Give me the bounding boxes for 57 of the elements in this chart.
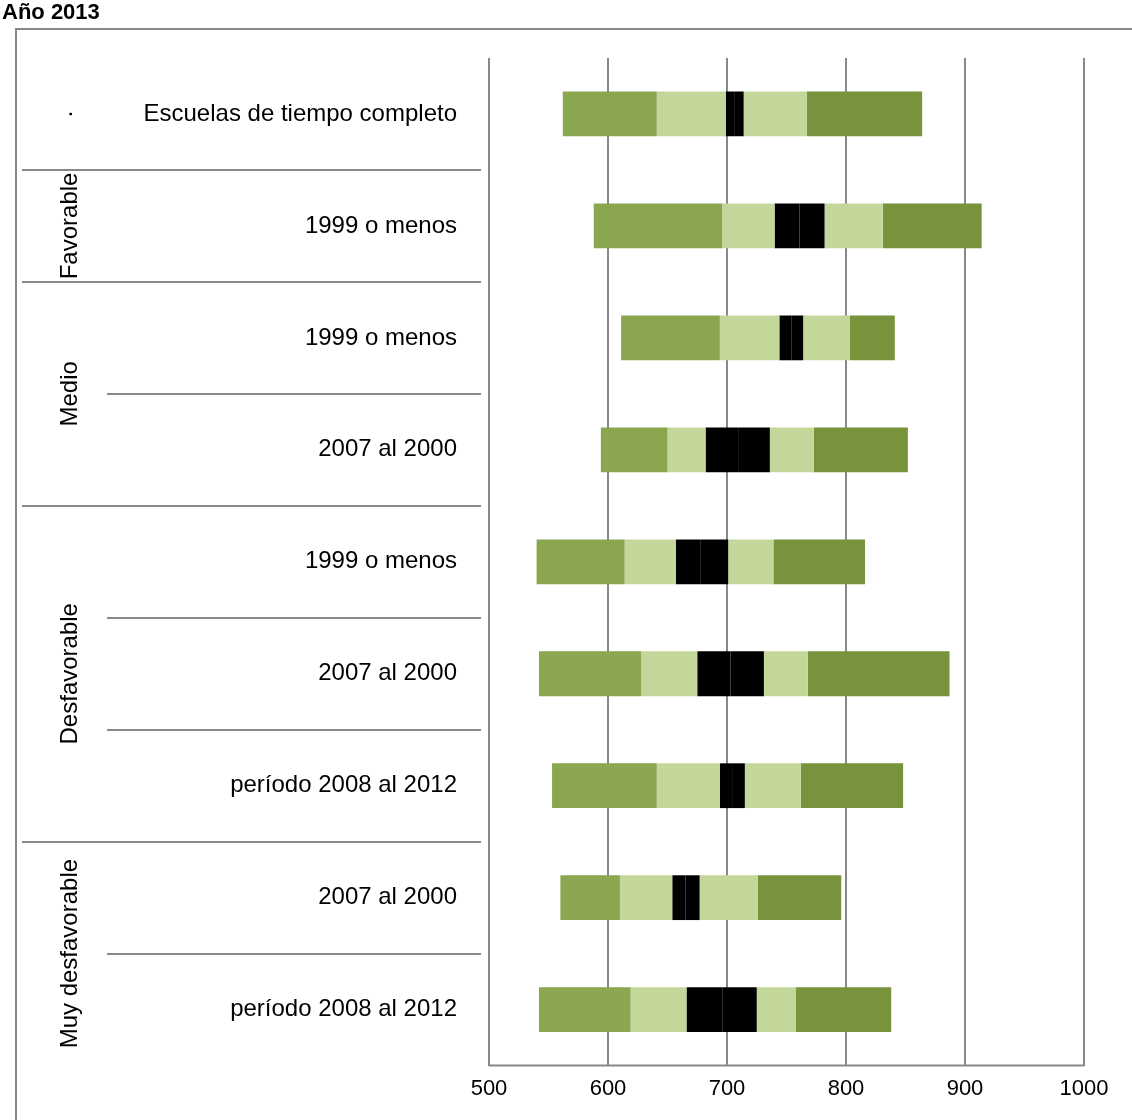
x-tick-label: 500 bbox=[470, 1074, 508, 1100]
bar bbox=[630, 987, 687, 1033]
bar bbox=[656, 763, 720, 809]
bar bbox=[656, 91, 726, 137]
bar bbox=[803, 315, 850, 361]
text: Favorable bbox=[54, 172, 82, 280]
bar bbox=[562, 91, 657, 137]
bar bbox=[807, 651, 950, 697]
text: Medio bbox=[54, 361, 82, 427]
x-tick-label: 600 bbox=[589, 1074, 627, 1100]
y-tick-label: 2007 al 2000 bbox=[318, 882, 457, 910]
bar bbox=[641, 651, 698, 697]
bar bbox=[624, 539, 676, 585]
bar bbox=[560, 875, 620, 921]
bar bbox=[769, 427, 814, 473]
y-tick-label: Escuelas de tiempo completo bbox=[143, 98, 457, 126]
bar bbox=[756, 987, 797, 1033]
bar bbox=[757, 875, 842, 921]
text: Muy desfavorable bbox=[54, 858, 82, 1049]
x-tick-label: 800 bbox=[827, 1074, 865, 1100]
text: · bbox=[54, 109, 82, 118]
bar bbox=[667, 427, 706, 473]
bar bbox=[538, 987, 631, 1033]
bar bbox=[882, 203, 982, 249]
bar bbox=[824, 203, 883, 249]
y-tick-label: 1999 o menos bbox=[304, 322, 457, 350]
bar bbox=[719, 315, 780, 361]
bar bbox=[538, 651, 642, 697]
y-tick-label: 2007 al 2000 bbox=[318, 434, 457, 462]
bar bbox=[796, 987, 892, 1033]
x-tick-label: 1000 bbox=[1059, 1074, 1109, 1100]
bar bbox=[763, 651, 808, 697]
bar bbox=[552, 763, 657, 809]
bar bbox=[849, 315, 895, 361]
y-tick-label: 1999 o menos bbox=[304, 546, 457, 574]
bar bbox=[722, 203, 775, 249]
x-tick-label: 900 bbox=[946, 1074, 984, 1100]
bar bbox=[800, 763, 904, 809]
bar bbox=[743, 91, 807, 137]
text: Desfavorable bbox=[54, 603, 82, 745]
y-tick-label: período 2008 al 2012 bbox=[230, 994, 457, 1022]
y-tick-label: período 2008 al 2012 bbox=[230, 770, 457, 798]
bar bbox=[744, 763, 801, 809]
bar bbox=[536, 539, 625, 585]
x-tick-label: 700 bbox=[708, 1074, 746, 1100]
bar bbox=[699, 875, 758, 921]
bar bbox=[728, 539, 774, 585]
bar bbox=[600, 427, 668, 473]
text: Año 2013 bbox=[2, 0, 100, 25]
bar bbox=[806, 91, 923, 137]
y-tick-label: 2007 al 2000 bbox=[318, 658, 457, 686]
bar bbox=[593, 203, 723, 249]
y-tick-label: 1999 o menos bbox=[304, 210, 457, 238]
bar bbox=[813, 427, 908, 473]
bar bbox=[621, 315, 720, 361]
bar bbox=[619, 875, 673, 921]
bar bbox=[773, 539, 866, 585]
